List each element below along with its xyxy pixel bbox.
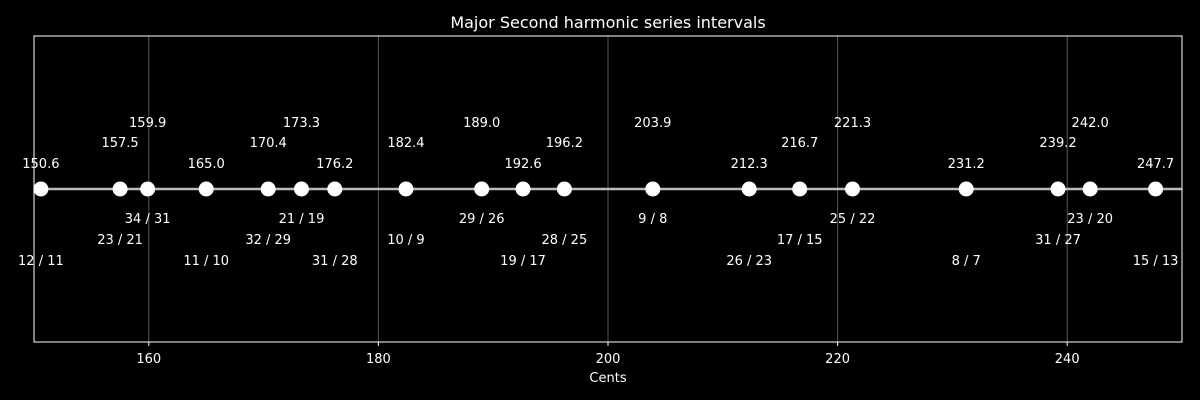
cents-label: 182.4 <box>387 136 424 151</box>
ratio-label: 15 / 13 <box>1133 254 1179 269</box>
ratio-label: 8 / 7 <box>952 254 981 269</box>
ratio-label: 32 / 29 <box>245 233 291 248</box>
chart-title: Major Second harmonic series intervals <box>450 13 765 32</box>
data-point <box>398 181 414 197</box>
ratio-label: 28 / 25 <box>542 233 588 248</box>
cents-label: 221.3 <box>834 116 871 131</box>
data-point <box>1082 181 1098 197</box>
ratio-label: 23 / 21 <box>97 233 143 248</box>
data-point <box>556 181 572 197</box>
x-tick-label: 240 <box>1055 352 1080 367</box>
cents-label: 231.2 <box>948 157 985 172</box>
ratio-label: 29 / 26 <box>459 212 505 227</box>
ratio-label: 9 / 8 <box>638 212 667 227</box>
data-point <box>293 181 309 197</box>
cents-label: 159.9 <box>129 116 166 131</box>
cents-label: 176.2 <box>316 157 353 172</box>
ratio-label: 17 / 15 <box>777 233 823 248</box>
cents-label: 189.0 <box>463 116 500 131</box>
cents-label: 157.5 <box>101 136 138 151</box>
ratio-label: 25 / 22 <box>830 212 876 227</box>
cents-label: 170.4 <box>250 136 287 151</box>
data-point <box>474 181 490 197</box>
ratio-label: 12 / 11 <box>18 254 64 269</box>
data-point <box>845 181 861 197</box>
data-points <box>33 181 1164 197</box>
ratio-label: 10 / 9 <box>387 233 424 248</box>
cents-label: 242.0 <box>1072 116 1109 131</box>
cents-label: 247.7 <box>1137 157 1174 172</box>
ratio-label: 26 / 23 <box>726 254 772 269</box>
x-tick-label: 200 <box>596 352 621 367</box>
data-point <box>645 181 661 197</box>
data-point <box>741 181 757 197</box>
cents-label: 165.0 <box>188 157 225 172</box>
ratio-label: 31 / 28 <box>312 254 358 269</box>
cents-label: 203.9 <box>634 116 671 131</box>
x-tick-label: 180 <box>366 352 391 367</box>
ratio-label: 11 / 10 <box>183 254 229 269</box>
point-labels: 150.6 12 / 11 157.5 23 / 21 159.9 34 / 31 165.… <box>18 116 1178 269</box>
data-point <box>140 181 156 197</box>
cents-label: 196.2 <box>546 136 583 151</box>
cents-label: 192.6 <box>504 157 541 172</box>
data-point <box>1050 181 1066 197</box>
data-point <box>33 181 49 197</box>
cents-label: 239.2 <box>1039 136 1076 151</box>
x-axis-label: Cents <box>589 371 626 386</box>
cents-label: 173.3 <box>283 116 320 131</box>
ratio-label: 23 / 20 <box>1067 212 1113 227</box>
ratio-label: 31 / 27 <box>1035 233 1081 248</box>
x-axis-ticks: 160 180 200 220 240 <box>136 342 1080 367</box>
data-point <box>1148 181 1164 197</box>
data-point <box>198 181 214 197</box>
ratio-label: 21 / 19 <box>279 212 325 227</box>
ratio-label: 19 / 17 <box>500 254 546 269</box>
cents-label: 150.6 <box>22 157 59 172</box>
data-point <box>260 181 276 197</box>
x-tick-label: 160 <box>136 352 161 367</box>
x-tick-label: 220 <box>825 352 850 367</box>
data-point <box>112 181 128 197</box>
cents-label: 212.3 <box>731 157 768 172</box>
data-point <box>327 181 343 197</box>
cents-label: 216.7 <box>781 136 818 151</box>
data-point <box>792 181 808 197</box>
data-point <box>958 181 974 197</box>
data-point <box>515 181 531 197</box>
ratio-label: 34 / 31 <box>125 212 171 227</box>
